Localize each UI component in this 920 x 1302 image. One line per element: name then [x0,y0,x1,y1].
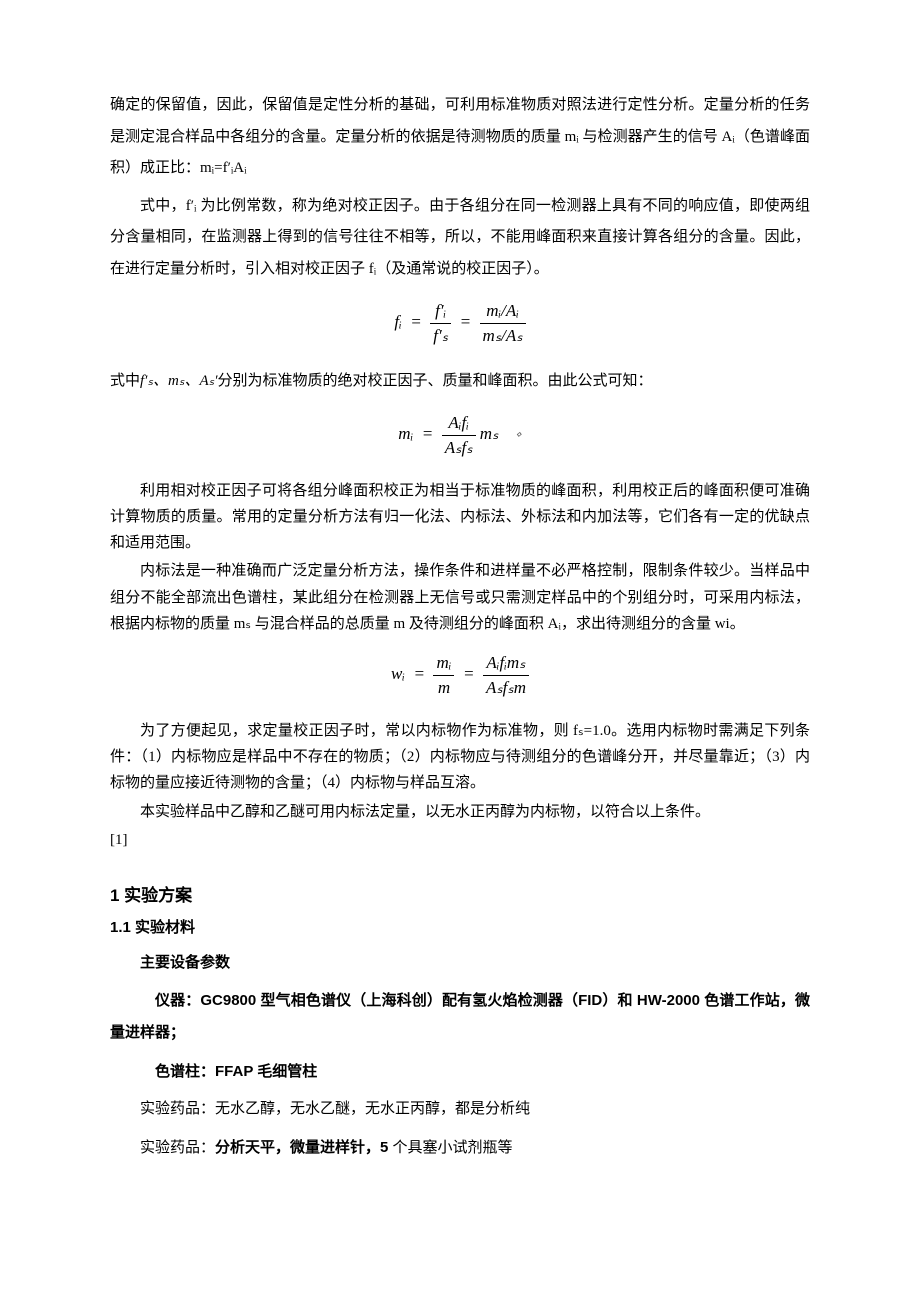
frac-num: mᵢ [433,651,454,676]
formula-fi: fᵢ = f′ᵢ f′ₛ = mᵢ/Aᵢ mₛ/Aₛ [110,299,810,348]
formula-lhs: wᵢ [391,664,405,683]
frac-den: Aₛfₛ [442,436,476,460]
formula-tail: mₛ [476,424,499,443]
frac-den: f′ₛ [430,324,451,348]
formula-frac-2: mᵢ/Aᵢ mₛ/Aₛ [480,299,526,348]
frac-num: f′ᵢ [430,299,451,324]
reagent-line: 实验药品：无水乙醇，无水乙醚，无水正丙醇，都是分析纯 [110,1094,810,1126]
reagent-text: 无水乙醇，无水乙醚，无水正丙醇，都是分析纯 [215,1101,530,1117]
formula-frac-2: Aᵢfᵢmₛ Aₛfₛm [483,651,529,700]
frac-num: Aᵢfᵢmₛ [483,651,529,676]
paragraph-5: 内标法是一种准确而广泛定量分析方法，操作条件和进样量不必严格控制，限制条件较少。… [110,558,810,637]
apparatus-line: 实验药品：分析天平，微量进样针，5 个具塞小试剂瓶等 [110,1132,810,1165]
frac-num: Aᵢfᵢ [442,411,476,436]
paragraph-7: 本实验样品中乙醇和乙醚可用内标法定量，以无水正丙醇为内标物，以符合以上条件。 [110,799,810,825]
reference-mark: [1] [110,827,810,853]
formula-mi: mᵢ = Aᵢfᵢ Aₛfₛ mₛ ⋄ [110,411,810,460]
instrument-prefix: 仪器： [155,992,200,1009]
formula-wi: wᵢ = mᵢ m = Aᵢfᵢmₛ Aₛfₛm [110,651,810,700]
p3-symbols: f′ₛ、mₛ、Aₛ′ [140,373,218,389]
apparatus-rest: 个具塞小试剂瓶等 [393,1140,513,1156]
paragraph-4: 利用相对校正因子可将各组分峰面积校正为相当于标准物质的峰面积，利用校正后的峰面积… [110,478,810,557]
marker-dot: ⋄ [515,429,521,440]
frac-den: Aₛfₛm [483,676,529,700]
column-text: FFAP 毛细管柱 [215,1063,317,1080]
frac-num: mᵢ/Aᵢ [480,299,526,324]
frac-den: m [433,676,454,700]
p3-prefix: 式中 [110,373,140,389]
p3-rest: 分别为标准物质的绝对校正因子、质量和峰面积。由此公式可知： [218,373,653,389]
formula-lhs: mᵢ [398,424,413,443]
sub-label-equipment: 主要设备参数 [110,947,810,979]
instrument-line: 仪器：GC9800 型气相色谱仪（上海科创）配有氢火焰检测器（FID）和 HW-… [110,985,810,1050]
column-prefix: 色谱柱： [155,1063,215,1080]
paragraph-6: 为了方便起见，求定量校正因子时，常以内标物作为标准物，则 fₛ=1.0。选用内标… [110,718,810,797]
formula-frac-1: mᵢ m [433,651,454,700]
heading-1-1: 1.1 实验材料 [110,916,810,937]
instrument-text: GC9800 型气相色谱仪（上海科创）配有氢火焰检测器（FID）和 HW-200… [110,992,810,1042]
apparatus-prefix: 实验药品： [140,1140,215,1156]
heading-1: 1 实验方案 [110,881,810,906]
column-line: 色谱柱：FFAP 毛细管柱 [110,1056,810,1089]
formula-lhs: fᵢ [394,312,401,331]
reagent-prefix: 实验药品： [140,1101,215,1117]
formula-frac: Aᵢfᵢ Aₛfₛ [442,411,476,460]
paragraph-1: 确定的保留值，因此，保留值是定性分析的基础，可利用标准物质对照法进行定性分析。定… [110,90,810,185]
formula-frac-1: f′ᵢ f′ₛ [430,299,451,348]
paragraph-2: 式中，f′ᵢ 为比例常数，称为绝对校正因子。由于各组分在同一检测器上具有不同的响… [110,191,810,286]
paragraph-3: 式中f′ₛ、mₛ、Aₛ′分别为标准物质的绝对校正因子、质量和峰面积。由此公式可知… [110,366,810,398]
apparatus-bold: 分析天平，微量进样针，5 [215,1139,393,1156]
frac-den: mₛ/Aₛ [480,324,526,348]
